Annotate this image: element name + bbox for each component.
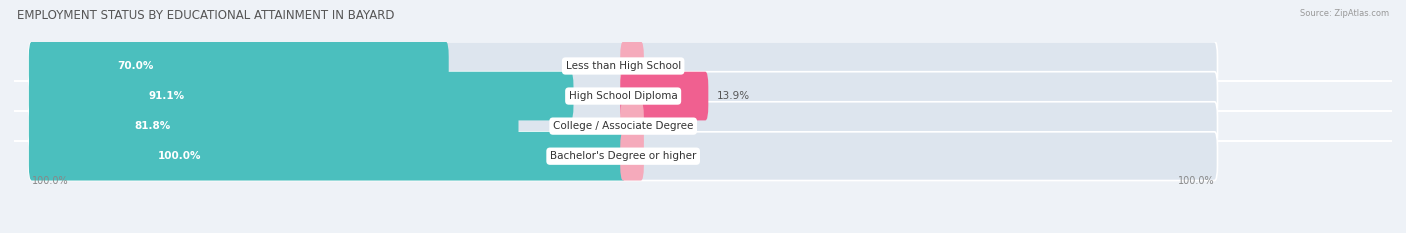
Text: High School Diploma: High School Diploma xyxy=(569,91,678,101)
FancyBboxPatch shape xyxy=(30,132,1218,181)
Text: College / Associate Degree: College / Associate Degree xyxy=(553,121,693,131)
FancyBboxPatch shape xyxy=(620,132,644,181)
FancyBboxPatch shape xyxy=(620,72,709,120)
Text: 13.9%: 13.9% xyxy=(717,91,751,101)
Text: 0.0%: 0.0% xyxy=(652,61,679,71)
FancyBboxPatch shape xyxy=(30,42,449,90)
Text: 0.0%: 0.0% xyxy=(652,151,679,161)
FancyBboxPatch shape xyxy=(30,72,574,120)
Text: 100.0%: 100.0% xyxy=(32,176,69,186)
FancyBboxPatch shape xyxy=(30,72,1218,120)
Text: 100.0%: 100.0% xyxy=(1178,176,1215,186)
FancyBboxPatch shape xyxy=(30,102,519,151)
FancyBboxPatch shape xyxy=(30,42,1218,90)
Text: Less than High School: Less than High School xyxy=(565,61,681,71)
Text: 0.0%: 0.0% xyxy=(652,121,679,131)
FancyBboxPatch shape xyxy=(620,42,644,90)
Text: Bachelor's Degree or higher: Bachelor's Degree or higher xyxy=(550,151,696,161)
Text: 100.0%: 100.0% xyxy=(157,151,201,161)
Text: 91.1%: 91.1% xyxy=(149,91,184,101)
FancyBboxPatch shape xyxy=(30,132,626,181)
FancyBboxPatch shape xyxy=(30,102,1218,151)
Text: EMPLOYMENT STATUS BY EDUCATIONAL ATTAINMENT IN BAYARD: EMPLOYMENT STATUS BY EDUCATIONAL ATTAINM… xyxy=(17,9,394,22)
FancyBboxPatch shape xyxy=(620,102,644,151)
Text: 81.8%: 81.8% xyxy=(135,121,172,131)
Text: Source: ZipAtlas.com: Source: ZipAtlas.com xyxy=(1301,9,1389,18)
Text: 70.0%: 70.0% xyxy=(117,61,153,71)
